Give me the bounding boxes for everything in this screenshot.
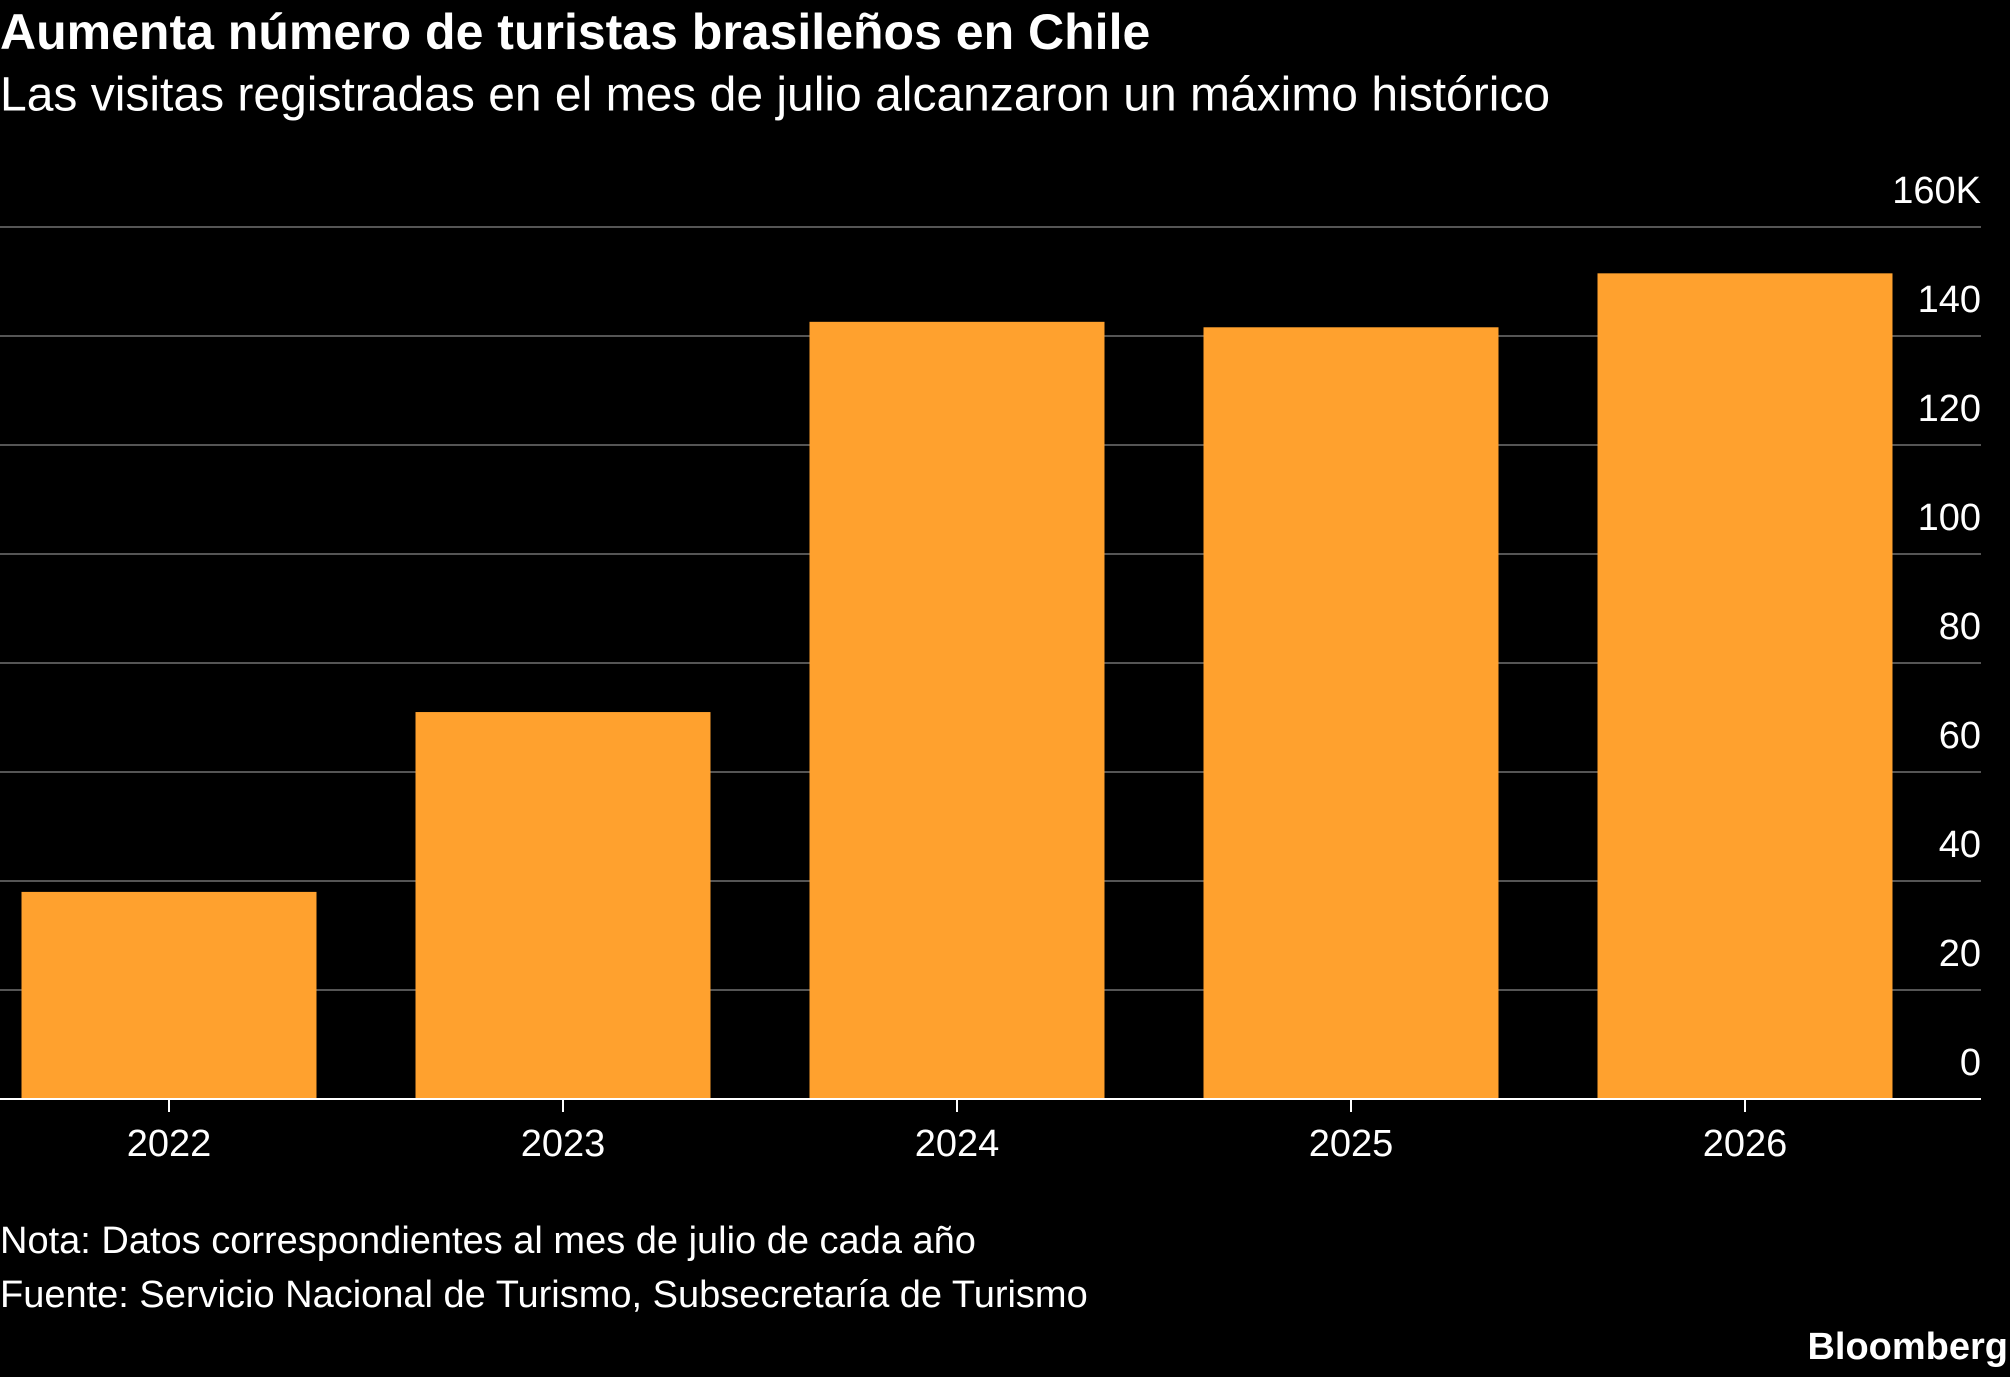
- x-tick-label: 2024: [915, 1123, 1000, 1165]
- bar: [21, 891, 317, 1099]
- y-tick-label: 80: [1939, 606, 1981, 648]
- bar: [415, 712, 711, 1099]
- x-tick-label: 2023: [521, 1123, 606, 1165]
- y-tick-label: 0: [1960, 1042, 1981, 1084]
- source: Fuente: Servicio Nacional de Turismo, Su…: [0, 1274, 1088, 1316]
- y-tick-label: 20: [1939, 933, 1981, 975]
- y-tick-label: 40: [1939, 824, 1981, 866]
- y-tick-label: 120: [1918, 388, 1981, 430]
- bar: [1203, 327, 1499, 1099]
- x-tick-label: 2025: [1309, 1123, 1394, 1165]
- y-tick-label: 160K: [1892, 170, 1981, 212]
- y-tick-label: 140: [1918, 279, 1981, 321]
- chart-subtitle: Las visitas registradas en el mes de jul…: [0, 69, 1550, 122]
- bar: [1597, 273, 1893, 1099]
- chart-title: Aumenta número de turistas brasileños en…: [0, 4, 1150, 60]
- x-tick-label: 2022: [127, 1123, 212, 1165]
- x-tick-label: 2026: [1703, 1123, 1788, 1165]
- brand: Bloomberg: [1807, 1326, 2008, 1368]
- y-tick-label: 60: [1939, 715, 1981, 757]
- y-tick-label: 100: [1918, 497, 1981, 539]
- note: Nota: Datos correspondientes al mes de j…: [0, 1220, 976, 1262]
- bar: [809, 321, 1105, 1100]
